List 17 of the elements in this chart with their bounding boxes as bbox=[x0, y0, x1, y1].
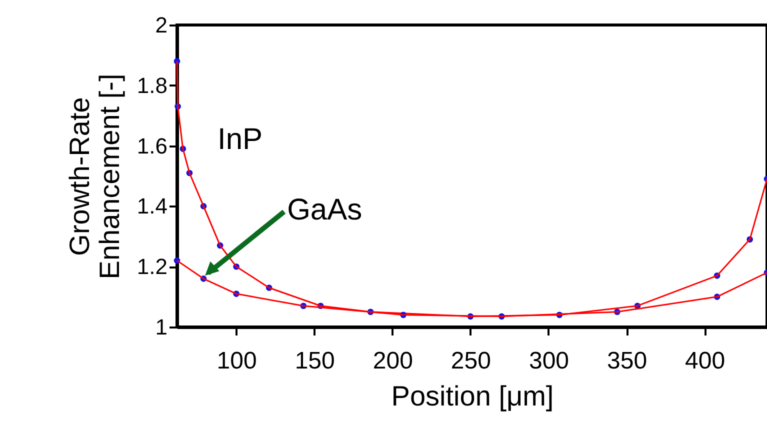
annotation: InP bbox=[217, 123, 263, 156]
y-tick-label: 1.4 bbox=[136, 194, 168, 219]
y-tick-label: 1.6 bbox=[136, 133, 168, 158]
x-tick-label: 100 bbox=[216, 348, 257, 374]
x-tick-label: 200 bbox=[372, 348, 413, 374]
y-tick-label: 1 bbox=[155, 314, 168, 340]
x-axis-title: Position [μm] bbox=[391, 380, 554, 412]
annotation: GaAs bbox=[287, 194, 362, 227]
y-tick-label: 1.8 bbox=[136, 72, 168, 98]
y-tick-label: 1.2 bbox=[136, 254, 168, 280]
x-tick-label: 400 bbox=[685, 348, 726, 374]
x-tick-label: 350 bbox=[607, 348, 648, 374]
x-tick-label: 300 bbox=[528, 348, 570, 374]
x-tick-label: 150 bbox=[294, 348, 335, 374]
y-axis-title: Growth-Rate Enhancement [-] bbox=[64, 74, 125, 280]
y-tick-label: 2 bbox=[155, 12, 168, 38]
x-tick-label: 250 bbox=[450, 348, 491, 374]
